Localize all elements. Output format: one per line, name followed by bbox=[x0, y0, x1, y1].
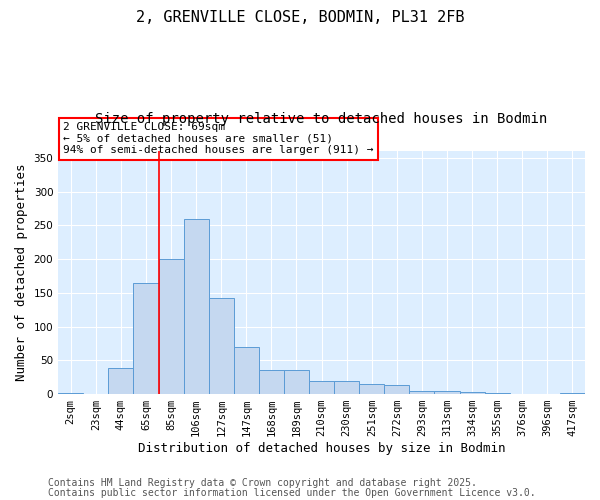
Bar bbox=[409, 390, 434, 394]
Bar bbox=[184, 218, 209, 394]
Bar bbox=[334, 380, 359, 394]
Bar bbox=[434, 390, 460, 394]
X-axis label: Distribution of detached houses by size in Bodmin: Distribution of detached houses by size … bbox=[138, 442, 505, 455]
Text: Contains HM Land Registry data © Crown copyright and database right 2025.: Contains HM Land Registry data © Crown c… bbox=[48, 478, 477, 488]
Bar bbox=[359, 384, 385, 394]
Bar bbox=[133, 283, 158, 394]
Bar bbox=[158, 259, 184, 394]
Text: 2, GRENVILLE CLOSE, BODMIN, PL31 2FB: 2, GRENVILLE CLOSE, BODMIN, PL31 2FB bbox=[136, 10, 464, 25]
Bar bbox=[309, 380, 334, 394]
Bar bbox=[234, 347, 259, 394]
Text: Contains public sector information licensed under the Open Government Licence v3: Contains public sector information licen… bbox=[48, 488, 536, 498]
Bar bbox=[460, 392, 485, 394]
Text: 2 GRENVILLE CLOSE: 69sqm
← 5% of detached houses are smaller (51)
94% of semi-de: 2 GRENVILLE CLOSE: 69sqm ← 5% of detache… bbox=[64, 122, 374, 156]
Bar bbox=[209, 298, 234, 394]
Y-axis label: Number of detached properties: Number of detached properties bbox=[15, 164, 28, 382]
Bar bbox=[560, 392, 585, 394]
Title: Size of property relative to detached houses in Bodmin: Size of property relative to detached ho… bbox=[95, 112, 548, 126]
Bar bbox=[284, 370, 309, 394]
Bar bbox=[109, 368, 133, 394]
Bar bbox=[385, 386, 409, 394]
Bar bbox=[259, 370, 284, 394]
